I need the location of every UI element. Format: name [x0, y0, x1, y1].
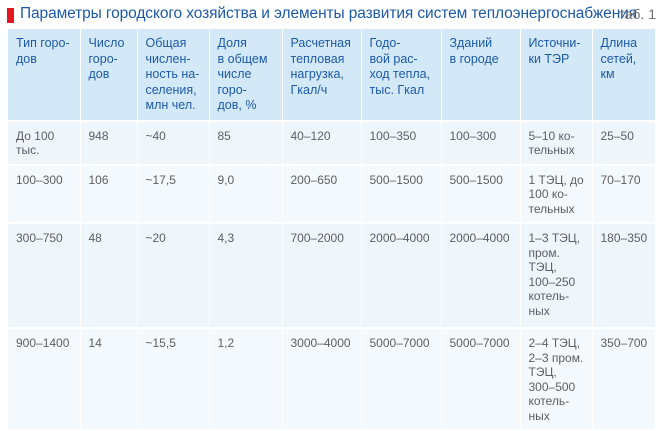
cell: ~40 [137, 120, 210, 166]
table-number-label: таб. 1 [618, 6, 656, 22]
red-square-marker-icon [7, 8, 14, 23]
cell: 100–300 [441, 120, 521, 166]
cell: 4,3 [209, 223, 283, 329]
cell: 500–1500 [441, 164, 521, 224]
header-annual-heat: Годо- вой рас- ход тепла, тыс. Гкал [361, 29, 442, 122]
header-heat-load: Расчетная тепловая нагрузка, Гкал/ч [282, 29, 362, 122]
cell: 948 [80, 120, 138, 166]
header-population: Общая числен- ность на- селения, млн чел… [137, 29, 210, 122]
city-heating-parameters-table: Тип горо- дов Число горо- дов Общая числ… [8, 29, 655, 431]
cell: 900–1400 [8, 328, 81, 431]
cell: ~17,5 [137, 164, 210, 224]
cell: ~20 [137, 223, 210, 329]
cell: 5000–7000 [361, 328, 442, 431]
header-city-type: Тип горо- дов [8, 29, 81, 122]
cell: 5000–7000 [441, 328, 521, 431]
cell: 200–650 [282, 164, 362, 224]
cell: 106 [80, 164, 138, 224]
cell: 14 [80, 328, 138, 431]
cell: 2000–4000 [361, 223, 442, 329]
header-share: Доля в общем числе горо- дов, % [209, 29, 283, 122]
title-bar: Параметры городского хозяйства и элемент… [6, 5, 656, 25]
cell: 85 [209, 120, 283, 166]
header-city-count: Число горо- дов [80, 29, 138, 122]
cell: 100–300 [8, 164, 81, 224]
cell: 2–4 ТЭЦ, 2–3 пром. ТЭЦ, 300–500 котель- … [520, 328, 593, 431]
header-row: Тип горо- дов Число горо- дов Общая числ… [8, 29, 655, 122]
table-row: 100–300 106 ~17,5 9,0 200–650 500–1500 5… [8, 164, 655, 224]
cell: 1,2 [209, 328, 283, 431]
cell: 100–350 [361, 120, 442, 166]
cell: 5–10 ко- тельных [520, 120, 593, 166]
cell: 9,0 [209, 164, 283, 224]
header-sources: Источни- ки ТЭР [520, 29, 593, 122]
table-row: До 100 тыс. 948 ~40 85 40–120 100–350 10… [8, 120, 655, 166]
table-row: 900–1400 14 ~15,5 1,2 3000–4000 5000–700… [8, 328, 655, 431]
cell: 500–1500 [361, 164, 442, 224]
cell: 1 ТЭЦ, до 100 ко- тельных [520, 164, 593, 224]
cell: ~15,5 [137, 328, 210, 431]
cell: 350–700 [592, 328, 655, 431]
cell: 48 [80, 223, 138, 329]
cell: 700–2000 [282, 223, 362, 329]
cell: 40–120 [282, 120, 362, 166]
cell: До 100 тыс. [8, 120, 81, 166]
table-title: Параметры городского хозяйства и элемент… [20, 5, 638, 22]
cell: 300–750 [8, 223, 81, 329]
table-row: 300–750 48 ~20 4,3 700–2000 2000–4000 20… [8, 223, 655, 329]
cell: 3000–4000 [282, 328, 362, 431]
cell: 2000–4000 [441, 223, 521, 329]
cell: 1–3 ТЭЦ, пром. ТЭЦ, 100–250 котель- ных [520, 223, 593, 329]
header-buildings: Зданий в городе [441, 29, 521, 122]
cell: 25–50 [592, 120, 655, 166]
cell: 180–350 [592, 223, 655, 329]
header-network-length: Длина сетей, км [592, 29, 655, 122]
cell: 70–170 [592, 164, 655, 224]
